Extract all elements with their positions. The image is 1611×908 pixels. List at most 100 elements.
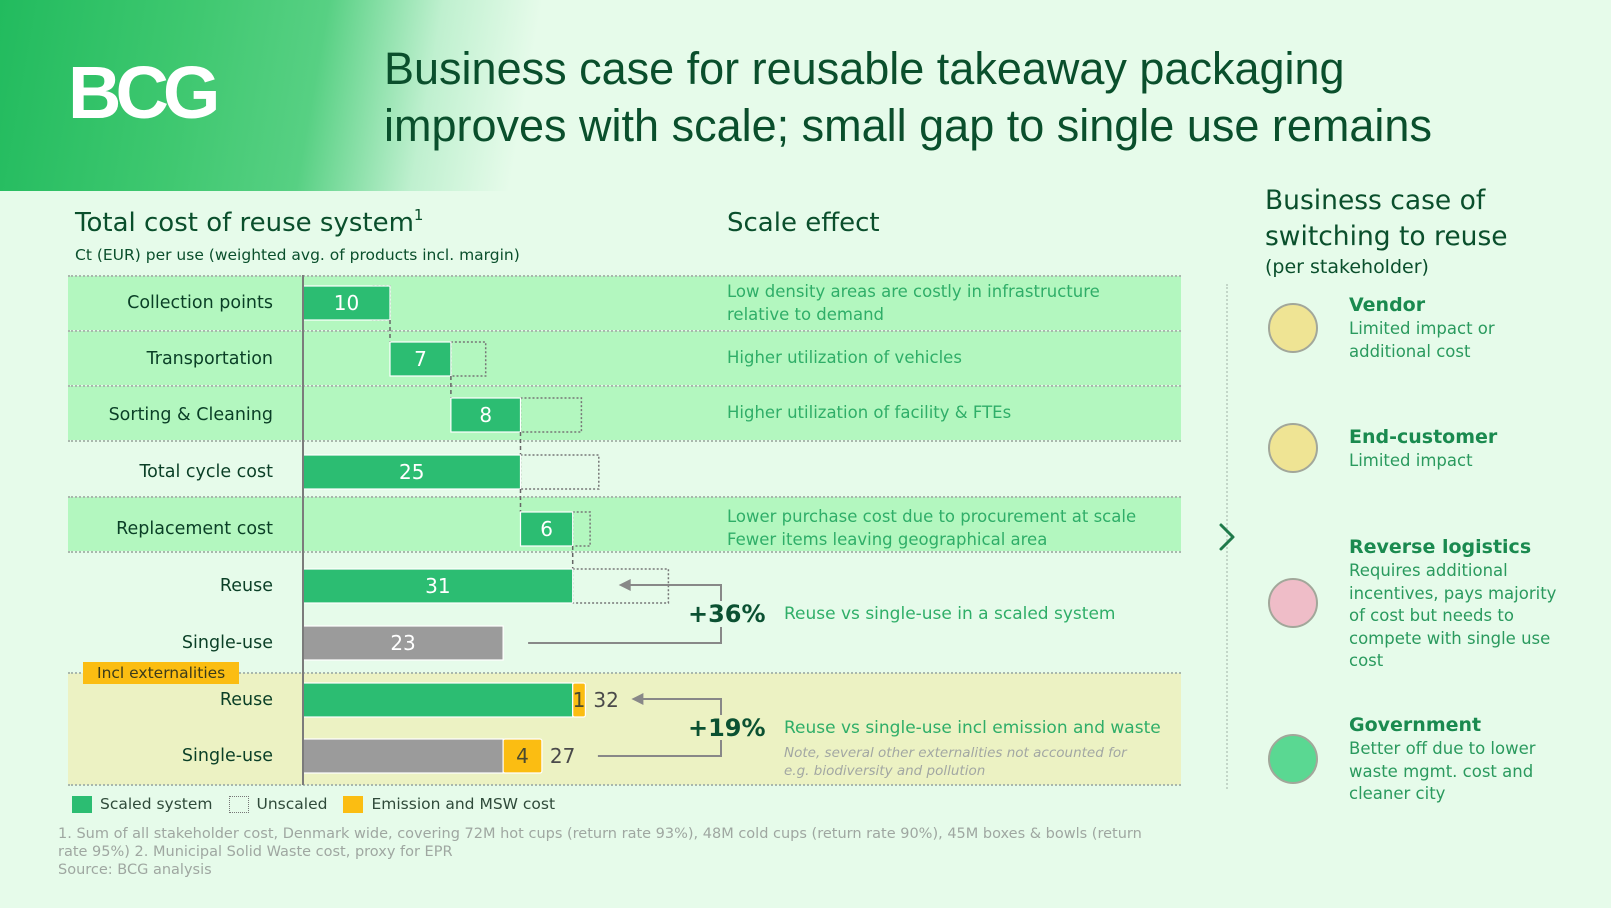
single-use-bar xyxy=(302,625,504,661)
unscaled-box xyxy=(519,454,600,490)
bar-value-label: 6 xyxy=(540,517,553,541)
stakeholder-name-vendor: Vendor xyxy=(1349,294,1426,316)
legend-label: Emission and MSW cost xyxy=(371,795,556,813)
total-value-label: 32 xyxy=(593,688,618,712)
note-line: e.g. biodiversity and pollution xyxy=(784,763,986,779)
scaled-bar xyxy=(450,397,522,433)
emission-bar xyxy=(502,738,543,774)
stakeholder-name-reverse-logistics: Reverse logistics xyxy=(1349,536,1532,558)
source-line: Source: BCG analysis xyxy=(58,862,212,878)
page-title-line2: improves with scale; small gap to single… xyxy=(384,100,1432,151)
row-divider xyxy=(68,330,1181,332)
scale-effect-collection: Low density areas are costly in infrastr… xyxy=(727,280,1100,326)
row-band-externalities xyxy=(68,673,1181,785)
scale-effect-replacement: Lower purchase cost due to procurement a… xyxy=(727,505,1136,551)
row-divider xyxy=(68,385,1181,387)
status-dot-government xyxy=(1268,734,1318,784)
bar-value-label: 23 xyxy=(390,631,415,655)
legend-swatch-emission xyxy=(343,795,364,813)
stakeholder-name-end-customer: End-customer xyxy=(1349,426,1498,448)
comparison-bracket-bottom xyxy=(597,740,722,757)
page-title-line1: Business case for reusable takeaway pack… xyxy=(384,43,1345,94)
bar-value-label: 10 xyxy=(334,291,359,315)
scaled-bar xyxy=(389,341,452,377)
stakeholder-panel-title: Business case of switching to reuse xyxy=(1265,183,1508,255)
chart-legend: Scaled system Unscaled Emission and MSW … xyxy=(72,795,571,813)
note-line: Note, several other externalities not ac… xyxy=(784,745,1127,761)
emission-value-label: 4 xyxy=(516,744,529,768)
stakeholder-desc-reverse-logistics: Requires additional incentives, pays maj… xyxy=(1349,561,1557,670)
unscaled-box xyxy=(450,341,487,377)
scaled-bar xyxy=(302,568,574,604)
row-label-total-cycle-cost: Total cycle cost xyxy=(139,462,273,482)
stakeholder-panel-subtitle: (per stakeholder) xyxy=(1265,256,1429,278)
row-label-single-use: Single-use xyxy=(181,633,273,653)
row-divider xyxy=(68,440,1181,442)
row-label-reuse: Reuse xyxy=(219,576,273,596)
pct-36-description: Reuse vs single-use in a scaled system xyxy=(784,604,1116,624)
legend-item-unscaled: Unscaled xyxy=(228,795,328,813)
status-dot-end-customer xyxy=(1268,423,1318,473)
legend-label: Unscaled xyxy=(256,795,328,813)
row-band-replacement xyxy=(68,497,1181,551)
total-value-label: 27 xyxy=(550,744,575,768)
status-dot-vendor xyxy=(1268,303,1318,353)
bar-value-label: 31 xyxy=(425,574,450,598)
pct-36-label: +36% xyxy=(688,600,766,628)
row-divider xyxy=(68,784,1181,786)
row-label-transportation: Transportation xyxy=(146,349,273,369)
legend-swatch-scaled xyxy=(72,795,92,813)
status-dot-reverse-logistics xyxy=(1268,578,1318,628)
panel-title-line: switching to reuse xyxy=(1265,221,1508,252)
externalities-tag: Incl externalities xyxy=(83,662,240,684)
legend-swatch-unscaled xyxy=(228,795,249,813)
legend-item-emission: Emission and MSW cost xyxy=(343,795,555,813)
row-divider xyxy=(68,551,1181,553)
bar-value-label: 8 xyxy=(479,403,492,427)
scale-effect-line: Lower purchase cost due to procurement a… xyxy=(727,507,1137,526)
row-band-sorting xyxy=(68,386,1181,440)
pct-19-description: Reuse vs single-use incl emission and wa… xyxy=(784,718,1161,738)
row-label-collection-points: Collection points xyxy=(127,293,273,313)
row-label-sorting-cleaning: Sorting & Cleaning xyxy=(108,405,273,425)
chevron-right-icon xyxy=(1219,523,1235,551)
bar-value-label: 25 xyxy=(399,460,424,484)
scale-effect-line: Higher utilization of facility & FTEs xyxy=(727,403,1012,422)
legend-item-scaled: Scaled system xyxy=(72,795,213,813)
scale-effect-line: Low density areas are costly in infrastr… xyxy=(727,282,1100,301)
chart-title-text: Total cost of reuse system xyxy=(75,208,414,238)
unscaled-box xyxy=(519,397,583,433)
footnote-line: 1. Sum of all stakeholder cost, Denmark … xyxy=(58,826,1142,842)
row-divider xyxy=(68,672,1181,674)
comparison-bracket-top xyxy=(641,698,722,715)
scaled-bar xyxy=(302,454,522,490)
scale-effect-line: relative to demand xyxy=(727,305,885,324)
stakeholder-desc-end-customer: Limited impact xyxy=(1349,451,1473,470)
chart-axis xyxy=(302,275,304,785)
externalities-note: Note, several other externalities not ac… xyxy=(784,744,1127,780)
scale-effect-transportation: Higher utilization of vehicles xyxy=(727,346,962,369)
legend-label: Scaled system xyxy=(100,795,213,813)
row-band-transportation xyxy=(68,331,1181,385)
header-divider xyxy=(0,191,1611,195)
row-label-reuse-ext: Reuse xyxy=(219,690,273,710)
row-label-replacement-cost: Replacement cost xyxy=(116,519,273,539)
panel-divider xyxy=(1226,284,1228,789)
scaled-bar xyxy=(302,682,574,718)
comparison-bracket-top xyxy=(628,584,722,601)
stakeholder-desc-vendor: Limited impact or additional cost xyxy=(1349,319,1495,361)
row-divider xyxy=(68,275,1181,277)
row-band-collection xyxy=(68,276,1181,330)
unscaled-box xyxy=(571,511,591,547)
row-label-single-use-ext: Single-use xyxy=(181,746,273,766)
scaled-bar xyxy=(302,285,391,321)
page-title: Business case for reusable takeaway pack… xyxy=(384,40,1564,154)
scale-effect-title: Scale effect xyxy=(727,208,880,238)
stakeholder-desc-government: Better off due to lower waste mgmt. cost… xyxy=(1349,739,1536,803)
pct-19-label: +19% xyxy=(688,714,766,742)
arrow-head-icon xyxy=(631,693,644,705)
footnotes: 1. Sum of all stakeholder cost, Denmark … xyxy=(58,825,1198,879)
chart-title-footnote-marker: 1 xyxy=(413,206,424,224)
stakeholder-name-government: Government xyxy=(1349,714,1482,736)
